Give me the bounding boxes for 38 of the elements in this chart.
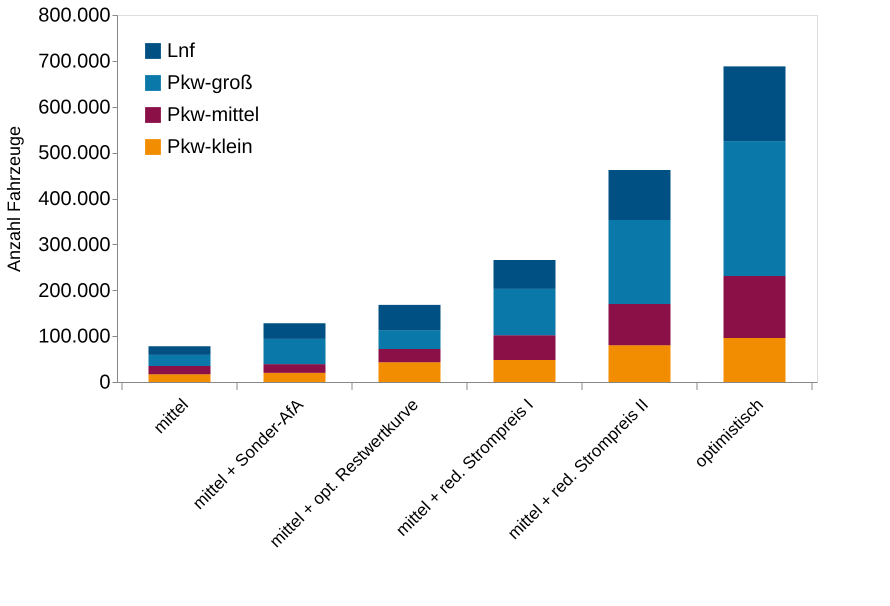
bar bbox=[608, 345, 670, 382]
bar bbox=[724, 141, 786, 276]
y-tick-label: 700.000 bbox=[38, 50, 110, 72]
bar bbox=[148, 346, 210, 355]
y-tick-label: 400.000 bbox=[38, 188, 110, 210]
bar bbox=[378, 304, 440, 330]
bar bbox=[148, 366, 210, 374]
bar bbox=[494, 360, 556, 382]
bar bbox=[264, 323, 326, 339]
bar bbox=[494, 288, 556, 336]
y-tick-label: 600.000 bbox=[38, 96, 110, 118]
bar bbox=[724, 66, 786, 142]
y-tick-label: 300.000 bbox=[38, 234, 110, 256]
bar bbox=[378, 362, 440, 382]
y-tick-label: 100.000 bbox=[38, 326, 110, 348]
bar bbox=[494, 335, 556, 360]
y-tick-label: 800.000 bbox=[38, 4, 110, 26]
y-tick-label: 200.000 bbox=[38, 280, 110, 302]
bar bbox=[264, 364, 326, 373]
bar bbox=[608, 220, 670, 304]
bar bbox=[264, 372, 326, 382]
bar bbox=[148, 374, 210, 382]
y-tick-label: 500.000 bbox=[38, 142, 110, 164]
bar bbox=[608, 304, 670, 346]
bar bbox=[378, 330, 440, 349]
bar bbox=[724, 338, 786, 382]
legend-label: Pkw-mittel bbox=[167, 104, 260, 126]
legend-label: Pkw-klein bbox=[167, 136, 253, 158]
y-axis-title: Anzahl Fahrzeuge bbox=[4, 126, 24, 272]
bar bbox=[494, 260, 556, 289]
bar bbox=[378, 348, 440, 362]
bar bbox=[608, 170, 670, 220]
legend-label: Lnf bbox=[167, 40, 196, 62]
y-tick-label: 0 bbox=[99, 372, 110, 394]
bar bbox=[264, 338, 326, 364]
bar bbox=[724, 276, 786, 338]
legend-label: Pkw-groß bbox=[167, 72, 253, 94]
bar bbox=[148, 354, 210, 366]
